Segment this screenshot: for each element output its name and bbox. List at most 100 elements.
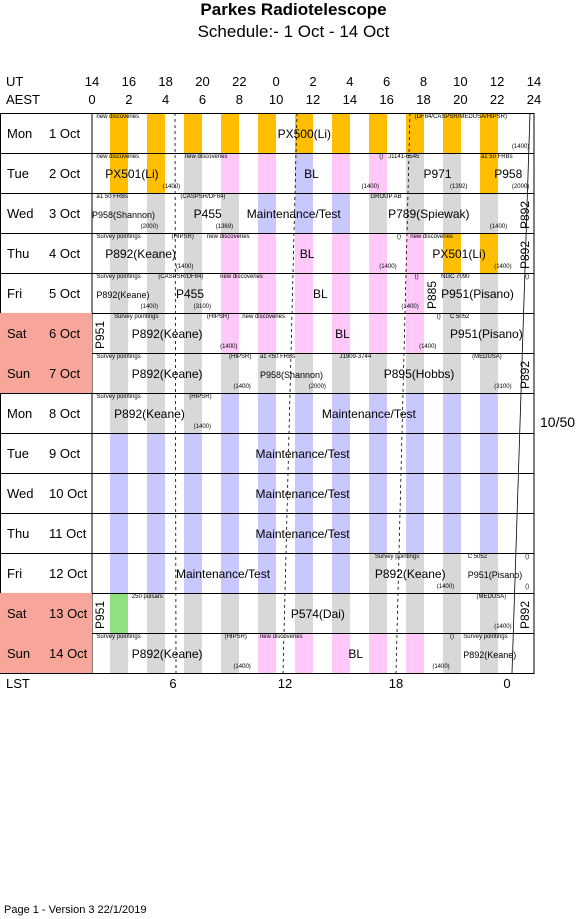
observation-note: new discoveries <box>96 154 140 160</box>
time-stripe <box>369 593 387 633</box>
time-stripe <box>369 553 387 593</box>
time-stripe <box>147 633 165 673</box>
ut-tick: 4 <box>346 74 354 89</box>
time-stripe <box>406 193 424 233</box>
observation-note: Survey pointings <box>114 314 159 320</box>
aest-tick: 6 <box>198 92 207 107</box>
time-stripe <box>184 593 202 633</box>
time-stripe <box>406 233 424 273</box>
day-label: Mon 8 Oct <box>0 393 92 433</box>
observation-note: () <box>525 554 530 560</box>
time-stripe <box>369 153 387 193</box>
time-stripe <box>406 593 424 633</box>
time-stripe <box>184 393 202 433</box>
hours-label: (1400) <box>436 584 455 590</box>
hours-label: (3100) <box>494 384 512 390</box>
observation-note: 250 pulsars <box>131 594 163 600</box>
observation-note: (MEDUSA) <box>476 594 507 600</box>
time-stripe <box>295 193 313 233</box>
observation-note: J1909-3744 <box>339 354 372 360</box>
time-stripe <box>110 193 128 233</box>
project-label: Maintenance/Test <box>246 207 341 221</box>
project-label: BL <box>299 247 315 261</box>
time-stripe <box>332 353 350 393</box>
project-label: P892(Keane) <box>131 327 203 341</box>
time-stripe <box>332 553 350 593</box>
time-stripe <box>369 433 387 473</box>
day-label: Wed 10 Oct <box>0 473 92 513</box>
vertical-project-label: P892 <box>517 600 532 629</box>
observation-note: new discoveries <box>220 274 263 280</box>
aest-tick: 14 <box>342 92 358 107</box>
observation-note: () <box>414 274 419 280</box>
footer: Page 1 - Version 3 22/1/2019 <box>4 904 147 916</box>
hours-label: (1369) <box>215 224 234 230</box>
time-stripe <box>258 473 276 513</box>
vertical-project-label: P951 <box>93 600 108 629</box>
time-stripe <box>147 513 165 553</box>
aest-tick: 22 <box>489 92 505 107</box>
lst-tick: 18 <box>388 676 404 691</box>
time-stripe <box>480 513 498 553</box>
aest-tick: 24 <box>526 92 542 107</box>
project-label: BL <box>335 327 350 341</box>
observation-note: (CASPSR/DF84) <box>158 274 204 280</box>
time-stripe <box>110 473 128 513</box>
observation-note: new discoveries <box>242 314 285 320</box>
observation-note: () <box>379 154 384 160</box>
observation-note: Survey pointings <box>96 354 141 360</box>
time-stripe <box>110 233 128 273</box>
time-stripe <box>480 553 498 593</box>
time-stripe <box>295 393 313 433</box>
time-stripe <box>147 593 165 633</box>
time-stripe <box>221 273 239 313</box>
project-label: P892(Keane) <box>96 290 150 300</box>
project-label: P971 <box>423 167 452 181</box>
day-date: 4 Oct <box>49 245 81 261</box>
observation-note: () <box>450 634 455 640</box>
time-stripe <box>221 353 239 393</box>
time-stripe <box>332 193 350 233</box>
time-stripe <box>295 433 313 473</box>
observation-note: () <box>525 274 530 280</box>
time-stripe <box>295 153 313 193</box>
time-stripe <box>221 433 239 473</box>
ut-tick: 16 <box>121 74 137 89</box>
time-stripe <box>147 233 165 273</box>
hours-label: (1400) <box>162 184 181 190</box>
observation-note: new discoveries <box>206 234 250 240</box>
project-label: Maintenance/Test <box>175 567 271 581</box>
green-block <box>110 593 128 633</box>
ut-tick: 14 <box>526 74 542 89</box>
time-stripe <box>443 313 461 353</box>
day-label: Fri 5 Oct <box>0 273 92 313</box>
ut-tick: 2 <box>309 74 317 89</box>
time-stripe <box>147 273 165 313</box>
hours-label: (1392) <box>450 184 468 190</box>
time-stripe <box>110 113 128 153</box>
day-date: 5 Oct <box>49 285 81 301</box>
observation-note: new discoveries <box>410 234 453 240</box>
hours-label: (1400) <box>220 344 238 350</box>
day-label: Thu 4 Oct <box>0 233 92 273</box>
project-label: P892(Keane) <box>131 647 203 661</box>
aest-tick: 8 <box>235 92 243 107</box>
hours-label: (1400) <box>494 264 512 270</box>
time-stripe <box>258 233 276 273</box>
vertical-project-label: P892 <box>517 240 532 269</box>
observation-note: (HIPSR) <box>224 634 247 640</box>
hours-label: (1400) <box>494 624 512 630</box>
time-stripe <box>184 633 202 673</box>
time-stripe <box>221 553 239 593</box>
observation-note: a1 50 FRBs <box>480 154 513 160</box>
project-label: P951(Pisano) <box>441 287 514 301</box>
time-stripe <box>258 513 276 553</box>
time-stripe <box>443 513 461 553</box>
time-stripe <box>332 433 350 473</box>
observation-note: (DF84/CASPSR/MEDUSA/HIPSR) <box>414 114 508 120</box>
day-label: Sat 13 Oct <box>0 593 92 633</box>
ut-tick: 18 <box>158 74 173 89</box>
time-stripe <box>369 633 387 673</box>
time-stripe <box>258 593 276 633</box>
time-stripe <box>406 433 424 473</box>
